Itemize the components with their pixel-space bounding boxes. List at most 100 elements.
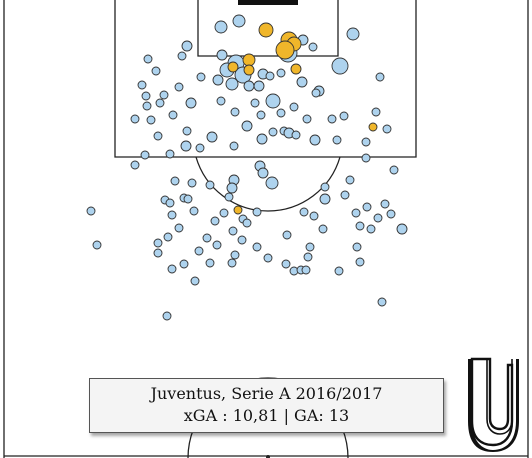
shot-point: [229, 141, 239, 151]
shot-point: [230, 107, 240, 117]
shot-point: [346, 27, 360, 41]
penalty-area: [114, 0, 417, 158]
shot-point: [351, 208, 361, 218]
shot-point: [305, 242, 315, 252]
shot-point: [170, 176, 180, 186]
shot-point: [226, 182, 238, 194]
shot-point: [195, 143, 205, 153]
shot-point: [187, 178, 197, 188]
shot-point: [309, 211, 319, 221]
caption-stats: xGA : 10,81 | GA: 13: [183, 406, 350, 425]
shot-point: [214, 20, 228, 34]
shot-point: [219, 208, 229, 218]
shot-point: [130, 160, 140, 170]
shot-point: [296, 76, 308, 88]
shot-goal-point: [368, 122, 378, 132]
shot-point: [212, 74, 224, 86]
shot-point: [327, 114, 337, 124]
shot-point: [163, 232, 173, 242]
shot-point: [179, 259, 189, 269]
shot-point: [303, 252, 313, 262]
shot-goal-point: [258, 22, 274, 38]
shot-point: [210, 216, 220, 226]
shot-point: [340, 190, 350, 200]
shots-layer: [86, 14, 408, 321]
shot-point: [185, 97, 197, 109]
center-spot: [266, 455, 270, 458]
shot-point: [352, 242, 362, 252]
shot-point: [228, 226, 238, 236]
shot-point: [153, 131, 163, 141]
shot-point: [167, 210, 177, 220]
shot-point: [174, 223, 184, 233]
shot-point: [153, 248, 163, 258]
shot-point: [227, 258, 237, 268]
shot-point: [174, 82, 184, 92]
shot-point: [242, 218, 252, 228]
shot-point: [196, 72, 206, 82]
shot-point: [276, 68, 286, 78]
shot-point: [256, 133, 268, 145]
shot-point: [386, 209, 396, 219]
shot-point: [289, 102, 299, 112]
shot-point: [377, 297, 387, 307]
shot-point: [339, 111, 349, 121]
shot-point: [141, 91, 151, 101]
shot-point: [375, 72, 385, 82]
shot-point: [232, 14, 246, 28]
shot-point: [373, 213, 383, 223]
shot-point: [146, 115, 156, 125]
shot-point: [256, 110, 266, 120]
shot-point: [311, 88, 321, 98]
shot-point: [318, 224, 328, 234]
shot-point: [366, 224, 376, 234]
shot-point: [291, 130, 301, 140]
shot-point: [308, 42, 318, 52]
shot-point: [241, 120, 253, 132]
shot-point: [216, 49, 228, 61]
shot-point: [140, 150, 150, 160]
shot-point: [319, 193, 331, 205]
shot-point: [265, 93, 281, 109]
shot-point: [320, 182, 330, 192]
shot-point: [253, 80, 265, 92]
shot-point: [282, 230, 292, 240]
shot-point: [225, 77, 239, 91]
caption-box: Juventus, Serie A 2016/2017 xGA : 10,81 …: [89, 378, 444, 433]
shot-goal-point: [242, 53, 256, 67]
shot-point: [151, 66, 161, 76]
shot-point: [165, 149, 175, 159]
shot-point: [137, 80, 147, 90]
shot-point: [202, 233, 212, 243]
shot-point: [183, 194, 193, 204]
six-yard-box: [197, 0, 339, 57]
shot-point: [167, 264, 177, 274]
shot-point: [345, 175, 355, 185]
shot-point: [86, 206, 96, 216]
shot-point: [361, 153, 371, 163]
shot-point: [190, 276, 200, 286]
shot-point: [332, 135, 342, 145]
shot-point: [299, 207, 309, 217]
shot-point: [265, 176, 279, 190]
shot-point: [334, 266, 344, 276]
shot-point: [371, 107, 381, 117]
shot-point: [243, 80, 255, 92]
shot-point: [389, 165, 399, 175]
shot-point: [355, 257, 365, 267]
caption-title: Juventus, Serie A 2016/2017: [150, 384, 383, 403]
shot-point: [302, 114, 312, 124]
shot-point: [212, 240, 222, 250]
shot-point: [230, 250, 240, 260]
shot-point: [380, 199, 390, 209]
shot-point: [263, 253, 273, 263]
juventus-u-icon: [468, 357, 519, 452]
shot-point: [180, 140, 192, 152]
shot-point: [331, 57, 349, 75]
shot-point: [276, 108, 286, 118]
shot-goal-point: [275, 40, 295, 60]
shot-point: [309, 134, 321, 146]
shot-goal-point: [227, 61, 239, 73]
shot-point: [252, 207, 262, 217]
shot-point: [182, 126, 192, 136]
